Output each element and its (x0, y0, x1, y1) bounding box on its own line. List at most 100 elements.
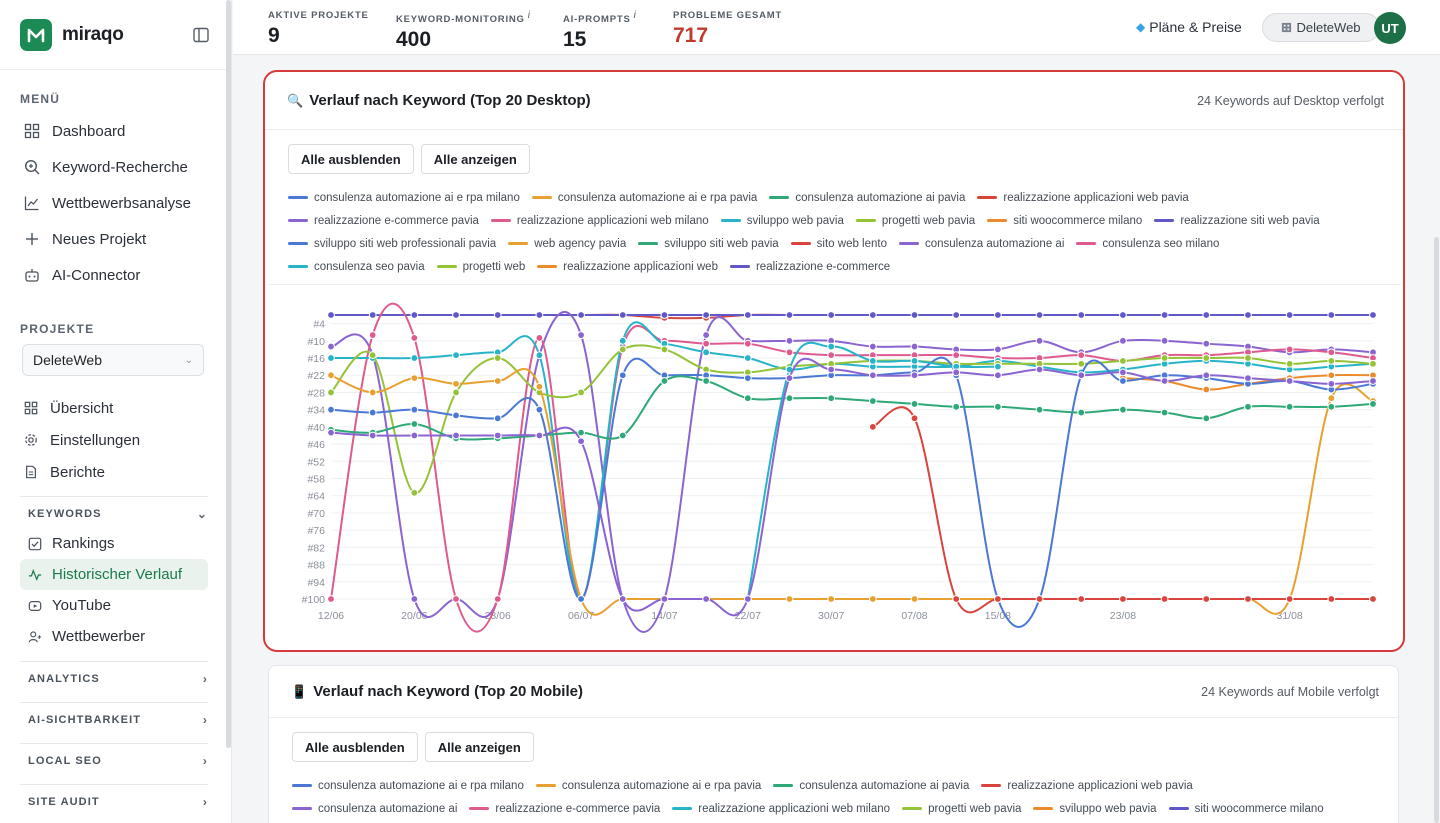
data-point[interactable] (368, 351, 377, 360)
data-point[interactable] (1244, 374, 1252, 383)
data-point[interactable] (1202, 311, 1211, 319)
data-point[interactable] (785, 374, 794, 383)
data-point[interactable] (702, 331, 711, 339)
data-point[interactable] (410, 405, 419, 414)
data-point[interactable] (910, 595, 919, 603)
legend-item[interactable]: web agency pavia (508, 232, 626, 255)
legend-item[interactable]: realizzazione applicazioni web pavia (981, 774, 1193, 797)
data-point[interactable] (535, 334, 544, 342)
legend-item[interactable]: consulenza automazione ai (899, 232, 1064, 255)
data-point[interactable] (993, 311, 1002, 319)
data-point[interactable] (410, 334, 419, 342)
data-point[interactable] (618, 336, 627, 345)
legend-item[interactable]: consulenza automazione ai pavia (769, 186, 965, 209)
group-keywords[interactable]: KEYWORDS ⌄ (20, 504, 208, 524)
data-point[interactable] (1035, 311, 1044, 319)
data-point[interactable] (452, 411, 460, 420)
data-point[interactable] (493, 414, 502, 423)
data-point[interactable] (1077, 311, 1086, 319)
avatar[interactable]: UT (1374, 12, 1406, 44)
data-point[interactable] (410, 374, 419, 383)
data-point[interactable] (1077, 408, 1086, 417)
data-point[interactable] (827, 394, 836, 403)
data-point[interactable] (452, 379, 460, 388)
data-point[interactable] (993, 345, 1002, 354)
data-point[interactable] (1160, 377, 1169, 385)
data-point[interactable] (410, 420, 419, 428)
data-point[interactable] (327, 388, 335, 397)
data-point[interactable] (868, 356, 877, 365)
data-point[interactable] (452, 388, 460, 397)
legend-item[interactable]: consulenza automazione ai e rpa milano (288, 186, 520, 209)
data-point[interactable] (827, 311, 836, 319)
data-point[interactable] (743, 339, 752, 348)
data-point[interactable] (1369, 359, 1377, 368)
legend-item[interactable]: realizzazione applicazioni web milano (490, 209, 709, 232)
data-point[interactable] (452, 431, 460, 440)
data-point[interactable] (1285, 311, 1294, 319)
nav-wettbewerbsanalyse[interactable]: Wettbewerbsanalyse (12, 185, 212, 221)
sidebar-toggle-button[interactable] (191, 25, 211, 45)
data-point[interactable] (410, 431, 419, 440)
data-point[interactable] (1202, 339, 1211, 348)
data-point[interactable] (1244, 354, 1252, 362)
legend-item[interactable]: realizzazione applicazioni web (537, 255, 718, 278)
data-point[interactable] (618, 345, 627, 354)
data-point[interactable] (1035, 365, 1044, 374)
data-point[interactable] (910, 414, 919, 423)
legend-item[interactable]: realizzazione applicazioni web pavia (977, 186, 1189, 209)
data-point[interactable] (1035, 595, 1044, 603)
data-point[interactable] (1285, 359, 1294, 368)
data-point[interactable] (660, 311, 669, 319)
data-point[interactable] (1327, 348, 1336, 357)
data-point[interactable] (952, 311, 961, 319)
legend-item[interactable]: consulenza automazione ai pavia (773, 774, 969, 797)
legend-item[interactable]: siti woocommerce milano (1168, 797, 1324, 820)
data-point[interactable] (618, 431, 627, 440)
legend-item[interactable]: progetti web (436, 255, 525, 278)
data-point[interactable] (952, 402, 961, 411)
nav-ai-connector[interactable]: AI-Connector (12, 257, 212, 293)
legend-item[interactable]: realizzazione e-commerce pavia (288, 209, 479, 232)
data-point[interactable] (868, 595, 877, 603)
data-point[interactable] (1327, 595, 1336, 603)
data-point[interactable] (577, 437, 585, 446)
project-select[interactable]: DeleteWeb ⌄ (22, 344, 204, 376)
data-point[interactable] (993, 595, 1002, 603)
data-point[interactable] (702, 311, 711, 319)
series-line[interactable] (330, 375, 1374, 441)
nav-historischer-verlauf[interactable]: Historischer Verlauf (20, 559, 208, 590)
legend-item[interactable]: progetti web pavia (902, 797, 1021, 820)
data-point[interactable] (827, 342, 836, 351)
data-point[interactable] (827, 365, 836, 374)
data-point[interactable] (1202, 414, 1211, 423)
data-point[interactable] (1119, 377, 1127, 385)
data-point[interactable] (1369, 400, 1377, 408)
data-point[interactable] (1119, 368, 1127, 377)
show-all-button[interactable]: Alle anzeigen (420, 144, 530, 174)
plans-link[interactable]: ◆ Pläne & Preise (1136, 19, 1242, 35)
data-point[interactable] (868, 342, 877, 351)
data-point[interactable] (327, 371, 335, 380)
data-point[interactable] (993, 402, 1002, 411)
data-point[interactable] (1369, 595, 1377, 603)
series-line[interactable] (330, 357, 1374, 617)
data-point[interactable] (1327, 356, 1336, 365)
data-point[interactable] (410, 595, 419, 603)
data-point[interactable] (1327, 379, 1336, 388)
data-point[interactable] (743, 354, 752, 362)
data-point[interactable] (702, 348, 711, 357)
data-point[interactable] (327, 405, 335, 414)
data-point[interactable] (1077, 371, 1086, 380)
data-point[interactable] (493, 431, 502, 440)
group-local-seo[interactable]: LOCAL SEO › (20, 751, 208, 771)
data-point[interactable] (368, 408, 377, 417)
data-point[interactable] (785, 336, 794, 345)
data-point[interactable] (1369, 377, 1377, 385)
data-point[interactable] (1077, 351, 1086, 360)
data-point[interactable] (410, 488, 419, 497)
data-point[interactable] (660, 377, 669, 385)
legend-item[interactable]: sviluppo web pavia (1033, 797, 1157, 820)
show-all-button[interactable]: Alle anzeigen (424, 732, 534, 762)
legend-item[interactable]: consulenza seo milano (1076, 232, 1219, 255)
